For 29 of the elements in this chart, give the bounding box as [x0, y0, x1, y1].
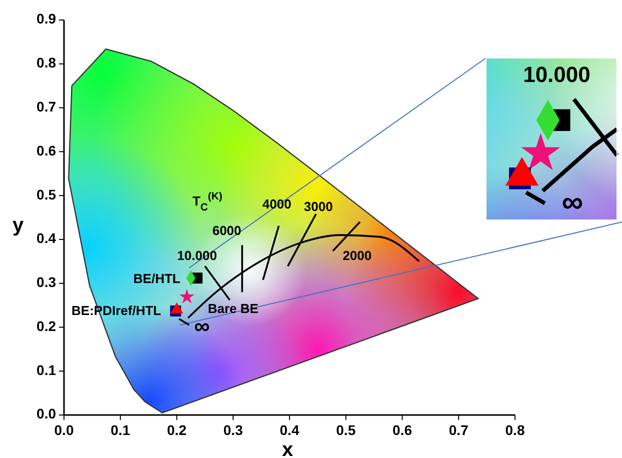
- x-tick-label: 0.3: [223, 422, 244, 438]
- x-tick-label: 0.2: [167, 422, 187, 438]
- y-tick-label: 0.4: [36, 230, 56, 246]
- annotation: BE/HTL: [133, 271, 180, 286]
- x-tick-label: 0.7: [448, 422, 469, 438]
- x-axis-title: x: [282, 439, 294, 458]
- y-tick-label: 0.6: [36, 142, 56, 158]
- y-tick-label: 0.9: [36, 10, 56, 27]
- annotation: 6000: [212, 224, 242, 239]
- x-tick-label: 0.5: [336, 422, 356, 438]
- y-tick-label: 0.7: [36, 98, 56, 114]
- x-tick-label: 0.1: [110, 422, 130, 438]
- annotation: 2000: [342, 248, 372, 264]
- annotation: ∞: [194, 313, 210, 338]
- y-tick-label: 0.2: [36, 318, 56, 334]
- x-tick-label: 0.8: [505, 422, 525, 438]
- y-tick-label: 0.3: [36, 274, 56, 290]
- text: 10.000: [523, 62, 590, 87]
- x-tick-label: 0.0: [54, 422, 74, 438]
- annotation: 3000: [304, 199, 333, 214]
- x-tick-label: 0.6: [392, 422, 412, 438]
- y-tick-label: 0.8: [36, 54, 56, 71]
- y-axis-title: y: [12, 214, 24, 236]
- annotation: 10.000: [177, 248, 217, 264]
- y-tick-label: 0.0: [36, 406, 56, 422]
- y-tick-label: 0.1: [36, 362, 56, 378]
- y-tick-label: 0.5: [36, 186, 56, 202]
- text: ∞: [562, 186, 584, 219]
- x-tick-label: 0.4: [280, 422, 300, 438]
